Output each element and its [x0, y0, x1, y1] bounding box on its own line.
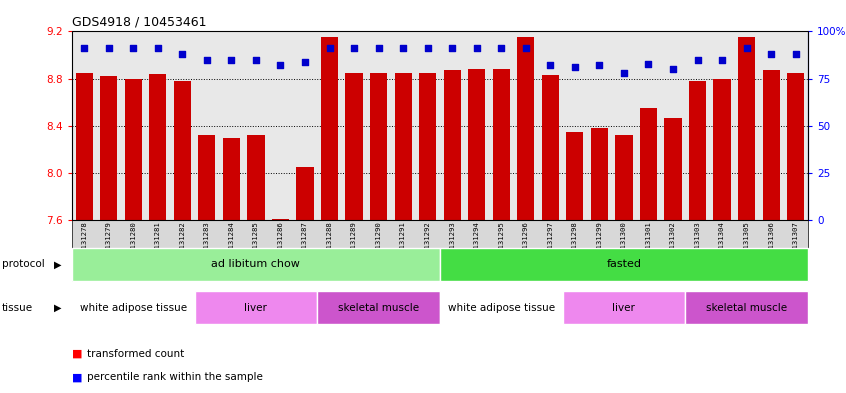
Point: [592, 62, 606, 68]
Bar: [419, 73, 437, 220]
Bar: [345, 73, 363, 220]
Bar: [738, 37, 755, 220]
Point: [641, 61, 655, 67]
Bar: [492, 69, 510, 220]
Text: percentile rank within the sample: percentile rank within the sample: [87, 372, 263, 382]
Point: [788, 51, 802, 57]
Bar: [247, 135, 265, 220]
Point: [690, 57, 704, 63]
Text: ■: ■: [72, 349, 82, 359]
Bar: [468, 69, 486, 220]
Point: [519, 45, 532, 51]
Text: liver: liver: [613, 303, 635, 312]
Text: ad libitum chow: ad libitum chow: [212, 259, 300, 269]
Bar: [615, 135, 633, 220]
Text: white adipose tissue: white adipose tissue: [80, 303, 187, 312]
Bar: [762, 70, 780, 220]
Bar: [443, 70, 461, 220]
Point: [347, 45, 360, 51]
Text: ▶: ▶: [54, 303, 61, 312]
Point: [764, 51, 777, 57]
Point: [543, 62, 557, 68]
Point: [396, 45, 409, 51]
Text: white adipose tissue: white adipose tissue: [448, 303, 555, 312]
Bar: [517, 37, 535, 220]
Point: [666, 66, 679, 72]
Bar: [296, 167, 314, 220]
Text: skeletal muscle: skeletal muscle: [338, 303, 419, 312]
Point: [445, 45, 459, 51]
Bar: [173, 81, 191, 220]
Point: [273, 62, 287, 68]
Point: [298, 59, 311, 65]
Point: [420, 45, 435, 51]
Point: [739, 45, 753, 51]
Point: [470, 45, 483, 51]
Bar: [370, 73, 387, 220]
Text: GDS4918 / 10453461: GDS4918 / 10453461: [72, 16, 206, 29]
Text: fasted: fasted: [607, 259, 641, 269]
Text: ▶: ▶: [54, 259, 61, 269]
Text: liver: liver: [244, 303, 267, 312]
Bar: [222, 138, 240, 220]
Bar: [75, 73, 93, 220]
Point: [322, 45, 336, 51]
Point: [175, 51, 189, 57]
Point: [126, 45, 140, 51]
Point: [617, 70, 630, 76]
Bar: [124, 79, 142, 220]
Bar: [787, 73, 805, 220]
Bar: [591, 128, 608, 220]
Bar: [689, 81, 706, 220]
Bar: [149, 74, 167, 220]
Point: [151, 45, 164, 51]
Point: [224, 57, 239, 63]
Bar: [640, 108, 657, 220]
Text: skeletal muscle: skeletal muscle: [706, 303, 787, 312]
Bar: [664, 118, 682, 220]
Point: [494, 45, 508, 51]
Point: [568, 64, 581, 70]
Text: protocol: protocol: [2, 259, 45, 269]
Bar: [394, 73, 412, 220]
Point: [102, 45, 115, 51]
Bar: [198, 135, 216, 220]
Bar: [100, 76, 118, 220]
Text: transformed count: transformed count: [87, 349, 184, 359]
Text: ■: ■: [72, 372, 82, 382]
Point: [200, 57, 213, 63]
Text: tissue: tissue: [2, 303, 33, 312]
Bar: [566, 132, 584, 220]
Bar: [321, 37, 338, 220]
Point: [249, 57, 262, 63]
Point: [371, 45, 385, 51]
Bar: [713, 79, 731, 220]
Point: [77, 45, 91, 51]
Point: [715, 57, 728, 63]
Bar: [272, 219, 289, 220]
Bar: [541, 75, 559, 220]
